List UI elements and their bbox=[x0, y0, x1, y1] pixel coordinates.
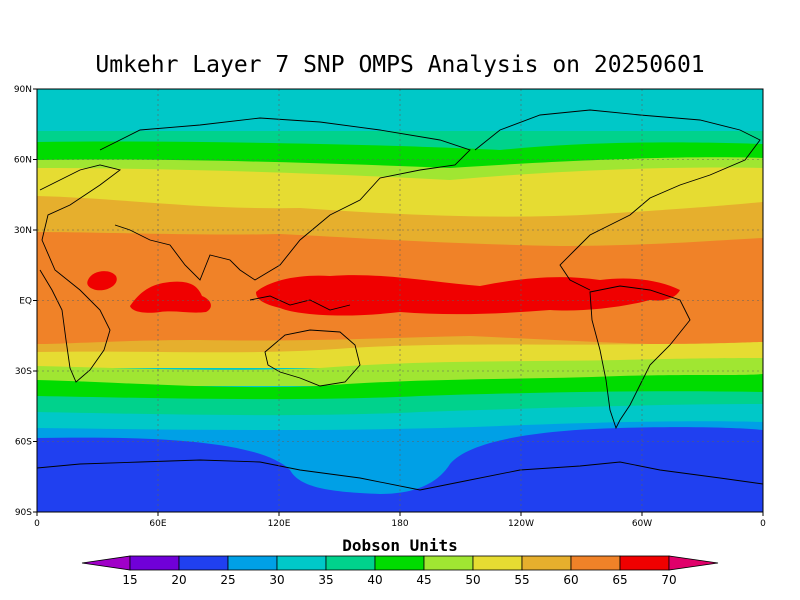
colorbar-label-45: 45 bbox=[416, 573, 431, 587]
lat-label-30n: 30N bbox=[14, 226, 32, 236]
coast-antarctica bbox=[37, 459, 763, 491]
lat-label-30s: 30S bbox=[15, 367, 32, 377]
lat-label-90s: 90S bbox=[15, 508, 32, 518]
colorbar-label-40: 40 bbox=[367, 573, 382, 587]
coast-north-america bbox=[474, 109, 761, 291]
map-title: Umkehr Layer 7 SNP OMPS Analysis on 2025… bbox=[95, 52, 705, 78]
colorbar-label-70: 70 bbox=[661, 573, 676, 587]
colorbar-segment-30-35 bbox=[276, 555, 327, 571]
coast-south-america bbox=[589, 285, 691, 430]
coast-asia-north bbox=[99, 117, 471, 281]
lon-labels: 0 60E 120E 180 120W 60W 0 bbox=[34, 519, 766, 529]
lon-label-120w: 120W bbox=[508, 519, 534, 529]
colorbar-arrow-right bbox=[668, 555, 719, 571]
lon-label-0-west: 0 bbox=[34, 519, 40, 529]
lon-label-180: 180 bbox=[391, 519, 408, 529]
colorbar-label-55: 55 bbox=[514, 573, 529, 587]
contour-field bbox=[37, 89, 763, 512]
lat-label-90n: 90N bbox=[14, 85, 32, 95]
colorbar-segment-60-65 bbox=[570, 555, 621, 571]
colorbar-title: Dobson Units bbox=[342, 536, 458, 555]
colorbar-label-60: 60 bbox=[563, 573, 578, 587]
colorbar-segment-40-45 bbox=[374, 555, 425, 571]
colorbar-label-30: 30 bbox=[269, 573, 284, 587]
lon-label-60e: 60E bbox=[149, 519, 166, 529]
gridlines bbox=[37, 89, 763, 512]
lat-label-60s: 60S bbox=[15, 438, 32, 448]
core-70-pacific bbox=[256, 275, 680, 316]
colorbar-segment-15-20 bbox=[129, 555, 180, 571]
colorbar-label-25: 25 bbox=[220, 573, 235, 587]
lat-label-60n: 60N bbox=[14, 156, 32, 166]
tick-marks bbox=[33, 88, 764, 516]
colorbar-segment-35-40 bbox=[325, 555, 376, 571]
coast-africa-europe bbox=[39, 164, 122, 383]
colorbar-segment-45-50 bbox=[423, 555, 474, 571]
core-70-africa bbox=[87, 271, 117, 291]
colorbar-label-20: 20 bbox=[171, 573, 186, 587]
colorbar-segment-25-30 bbox=[227, 555, 278, 571]
colorbar-label-15: 15 bbox=[122, 573, 137, 587]
colorbar-labels: 15 20 25 30 35 40 45 50 55 60 65 70 bbox=[122, 573, 676, 587]
coast-maritime bbox=[249, 295, 351, 311]
lon-label-60w: 60W bbox=[632, 519, 652, 529]
band-25-30-antarctic bbox=[37, 427, 763, 512]
colorbar-label-65: 65 bbox=[612, 573, 627, 587]
lat-label-eq: EQ bbox=[19, 297, 32, 307]
band-30-35-pocket bbox=[286, 462, 448, 492]
colorbar-segment-50-55 bbox=[472, 555, 523, 571]
coastlines bbox=[37, 109, 763, 491]
core-70-indian-ocean bbox=[130, 281, 211, 313]
colorbar-label-50: 50 bbox=[465, 573, 480, 587]
colorbar-label-35: 35 bbox=[318, 573, 333, 587]
lon-label-120e: 120E bbox=[268, 519, 291, 529]
colorbar-segment-55-60 bbox=[521, 555, 572, 571]
lat-labels: 90N 60N 30N EQ 30S 60S 90S bbox=[14, 85, 32, 518]
colorbar-segment-65-70 bbox=[619, 555, 670, 571]
colorbar-arrow-left bbox=[81, 555, 131, 571]
colorbar: 15 20 25 30 35 40 45 50 55 60 65 70 bbox=[81, 555, 719, 587]
lon-label-0-east: 0 bbox=[760, 519, 766, 529]
colorbar-segment-20-25 bbox=[178, 555, 229, 571]
